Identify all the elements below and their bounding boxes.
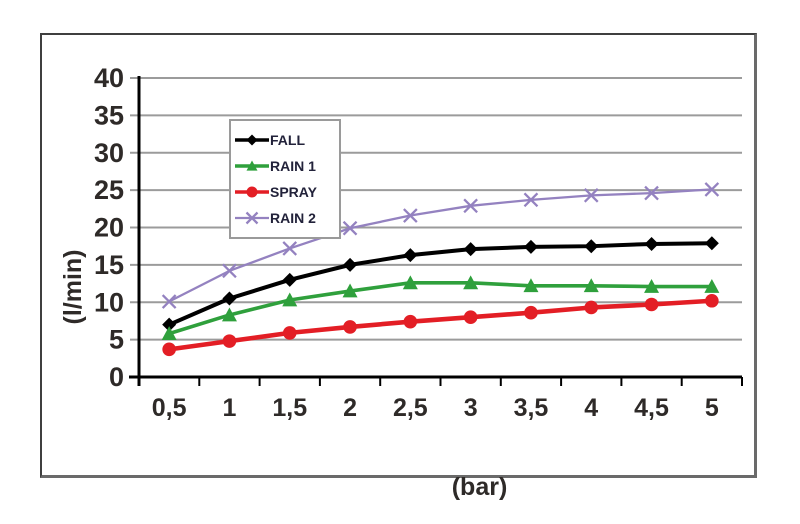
series-marker-rain-2: [704, 182, 720, 197]
series-marker-fall: [644, 236, 659, 251]
series-marker-rain-1: [282, 292, 298, 307]
x-tick-label: 5: [705, 394, 719, 422]
series-marker-spray: [222, 334, 237, 348]
chart-plot: 0 5 10 15 20 25 30 35 40 0,5 1 1,5 2 2,5 3 3,5 4 4,5 5: [94, 63, 743, 422]
x-tick-label: 4,5: [634, 394, 669, 422]
x-tick-label: 1,5: [272, 394, 307, 422]
legend-item-spray: SPRAY: [235, 179, 335, 205]
x-tick-label: 2,5: [393, 394, 428, 422]
legend-marker-fall: [246, 134, 258, 146]
series-line-spray: [168, 298, 712, 352]
y-tick-label: 5: [109, 325, 124, 355]
legend-swatch-rain-2: [235, 211, 269, 225]
y-tick-label: 10: [94, 287, 124, 317]
series-marker-rain-2: [282, 241, 298, 256]
series-marker-fall: [343, 257, 358, 272]
legend-item-rain-1: RAIN 1: [235, 153, 335, 179]
legend-marker-rain-2: [245, 211, 259, 225]
y-tick-label: 30: [94, 138, 124, 168]
y-tick-label: 20: [94, 213, 124, 243]
x-tick-label: 1: [222, 394, 236, 422]
series-marker-rain-1: [342, 283, 358, 298]
series-marker-rain-2: [222, 263, 237, 279]
series-marker-rain-2: [161, 294, 177, 309]
y-tick-label: 25: [94, 175, 124, 205]
series-marker-spray: [584, 300, 599, 315]
y-tick-label: 0: [109, 362, 124, 392]
series-marker-rain-1: [583, 278, 599, 293]
series-marker-rain-1: [644, 279, 660, 293]
series-marker-rain-2: [403, 208, 418, 223]
series-marker-rain-2: [583, 188, 599, 203]
series-marker-rain-1: [221, 307, 237, 322]
legend-label-spray: SPRAY: [270, 184, 317, 200]
legend-marker-rain-1: [246, 160, 258, 171]
series-marker-rain-1: [161, 326, 177, 341]
series-marker-spray: [403, 314, 418, 329]
x-tick-label: 4: [584, 394, 598, 422]
series-marker-spray: [705, 293, 719, 308]
series-marker-spray: [463, 310, 478, 325]
series-marker-fall: [282, 272, 297, 287]
legend-label-rain-2: RAIN 2: [270, 210, 316, 226]
series-marker-fall: [162, 317, 177, 332]
y-axis-title: (l/min): [59, 249, 87, 325]
series-marker-rain-2: [644, 185, 659, 201]
series-marker-spray: [644, 297, 659, 312]
legend-marker-spray: [246, 186, 258, 198]
x-tick-label: 2: [343, 394, 357, 422]
series-marker-rain-2: [463, 198, 478, 214]
legend-item-fall: FALL: [235, 127, 335, 153]
series-marker-rain-1: [463, 275, 479, 290]
series-line-rain-2: [168, 188, 712, 303]
y-tick-label: 40: [94, 63, 124, 93]
series-line-fall: [168, 241, 712, 327]
y-tick-label: 35: [94, 100, 124, 130]
legend-label-fall: FALL: [270, 132, 305, 148]
legend-swatch-rain-1: [235, 160, 269, 171]
series-marker-fall: [523, 239, 538, 254]
series-marker-spray: [524, 305, 538, 320]
series-marker-rain-1: [523, 278, 539, 293]
series-marker-fall: [403, 248, 418, 263]
series-marker-fall: [222, 291, 237, 306]
y-tick-label: 15: [94, 250, 124, 280]
legend-item-rain-2: RAIN 2: [235, 205, 335, 231]
legend: FALL RAIN 1 SPRAY RAIN 2: [229, 119, 341, 239]
series-marker-rain-2: [523, 192, 539, 208]
series-marker-spray: [162, 342, 176, 357]
series-marker-rain-1: [402, 275, 418, 290]
series-marker-rain-2: [342, 220, 358, 236]
x-tick-label: 3: [464, 394, 478, 422]
series-line-rain-1: [168, 281, 712, 336]
series-marker-fall: [704, 236, 719, 251]
x-axis-title: (bar): [451, 473, 508, 501]
chart-frame: 0 5 10 15 20 25 30 35 40 0,5 1 1,5 2 2,5 3 3,5 4 4,5 5 (l/…: [40, 33, 757, 501]
series-marker-spray: [343, 320, 357, 334]
x-tick-label: 3,5: [514, 394, 549, 422]
legend-swatch-fall: [235, 134, 269, 146]
series-marker-fall: [463, 242, 478, 257]
series-marker-fall: [584, 239, 599, 254]
series-marker-rain-1: [704, 279, 720, 293]
legend-label-rain-1: RAIN 1: [270, 158, 316, 174]
series-marker-spray: [282, 326, 297, 340]
x-tick-label: 0,5: [152, 394, 187, 422]
legend-swatch-spray: [235, 186, 269, 198]
